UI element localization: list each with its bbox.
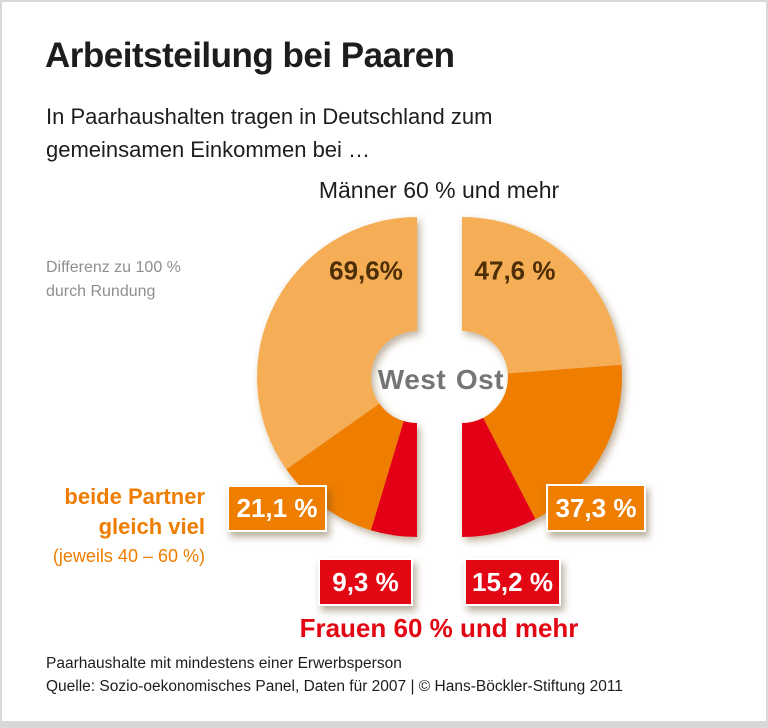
rounding-note-line-1: Differenz zu 100 % (46, 259, 181, 276)
value-badge-west-gleich: 21,1 % (227, 485, 327, 532)
chart-title-women: Frauen 60 % und mehr (299, 613, 579, 643)
footnote: Paarhaushalte mit mindestens einer Erwer… (46, 655, 402, 672)
page-subtitle: In Paarhaushalten tragen in Deutschland … (46, 100, 492, 166)
chart-title-men: Männer 60 % und mehr (318, 177, 560, 203)
rounding-note-line-2: durch Rundung (46, 283, 156, 300)
segment-ost-frauen (462, 417, 536, 537)
subtitle-line-1: In Paarhaushalten tragen in Deutschland … (46, 104, 493, 129)
legend-line-2: gleich viel (98, 514, 205, 539)
segment-ost-gleich (483, 364, 623, 520)
source-line: Quelle: Sozio-oekonomisches Panel, Daten… (46, 678, 623, 695)
subtitle-line-2: gemeinsamen Einkommen bei … (46, 137, 371, 162)
segment-west-frauen (370, 421, 417, 537)
value-badge-west-frauen: 9,3 % (318, 558, 413, 606)
legend-equal-partners: beide Partner gleich viel (jeweils 40 – … (30, 482, 205, 570)
legend-line-1: beide Partner (64, 484, 205, 509)
page-title: Arbeitsteilung bei Paaren (45, 36, 455, 75)
segment-west-maenner (257, 217, 417, 470)
donut-half-ost (462, 217, 623, 537)
value-badge-ost-gleich: 37,3 % (546, 484, 646, 532)
center-label-ost: Ost (455, 364, 505, 395)
value-label-west-maenner: 69,6% (329, 255, 403, 286)
legend-line-3: (jeweils 40 – 60 %) (52, 546, 205, 566)
center-label-west: West (377, 364, 447, 395)
rounding-note: Differenz zu 100 % durch Rundung (46, 256, 181, 304)
value-badge-ost-frauen: 15,2 % (464, 558, 561, 606)
segment-ost-maenner (462, 217, 622, 374)
value-label-ost-maenner: 47,6 % (474, 255, 556, 286)
footer: Paarhaushalte mit mindestens einer Erwer… (46, 652, 623, 698)
